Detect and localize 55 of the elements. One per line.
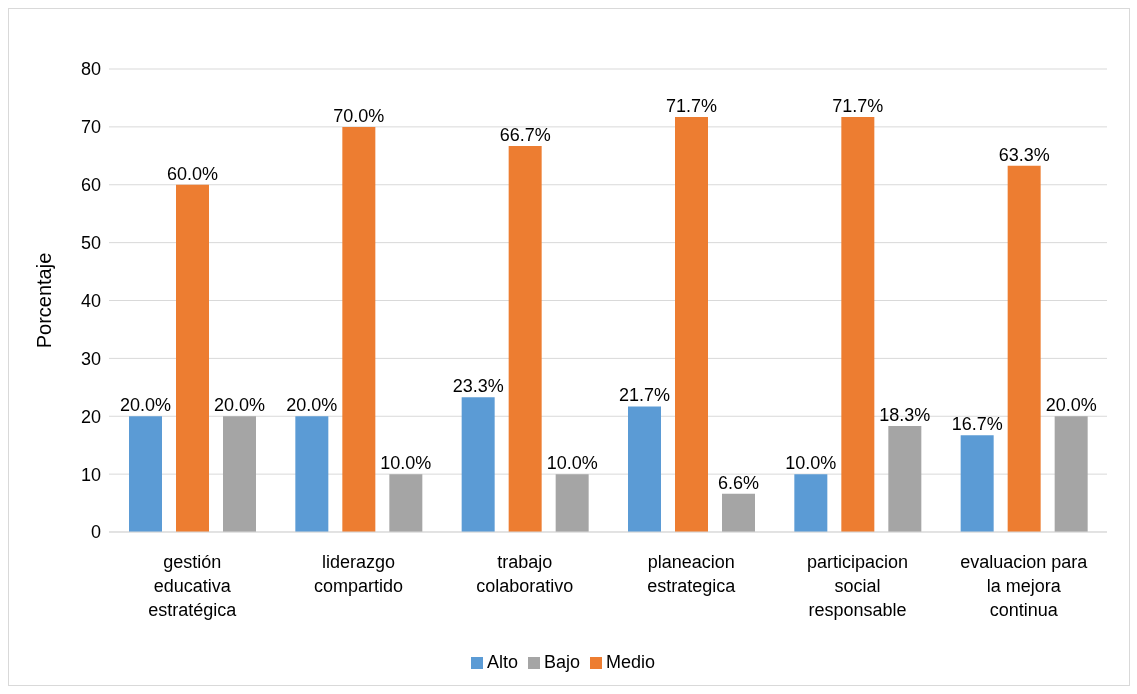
x-tick-label: gestión educativa estratégica bbox=[148, 552, 238, 620]
y-axis-title: Porcentaje bbox=[33, 252, 56, 349]
x-tick-label: planeacion estrategica bbox=[647, 552, 737, 596]
data-label: 20.0% bbox=[119, 395, 172, 416]
data-label: 16.7% bbox=[951, 414, 1003, 435]
bar bbox=[176, 184, 209, 532]
legend-label: Bajo bbox=[543, 652, 581, 672]
y-tick-label: 10 bbox=[80, 464, 101, 485]
x-tick-label: liderazgo compartido bbox=[313, 552, 404, 596]
bar bbox=[960, 435, 994, 532]
bar bbox=[675, 117, 708, 532]
x-tick-label: evaluacion para la mejora continua bbox=[960, 552, 1089, 620]
data-label: 66.7% bbox=[499, 124, 551, 145]
legend-label: Medio bbox=[606, 652, 656, 672]
bar bbox=[389, 474, 423, 532]
y-tick-label: 40 bbox=[80, 290, 101, 311]
data-label: 20.0% bbox=[286, 395, 338, 416]
y-tick-label: 70 bbox=[80, 117, 101, 138]
y-tick-label: 50 bbox=[80, 233, 101, 254]
data-label: 63.3% bbox=[998, 144, 1050, 165]
x-tick-label: trabajo colaborativo bbox=[476, 552, 574, 596]
data-label: 10.0% bbox=[785, 453, 837, 474]
data-label: 18.3% bbox=[879, 405, 931, 426]
bar bbox=[888, 426, 922, 532]
data-label: 10.0% bbox=[380, 453, 432, 474]
data-label: 71.7% bbox=[832, 96, 884, 117]
y-tick-label: 60 bbox=[80, 175, 101, 196]
bar bbox=[129, 416, 162, 532]
bar bbox=[555, 474, 589, 532]
bar bbox=[1007, 165, 1041, 532]
data-label: 20.0% bbox=[213, 395, 266, 416]
bar bbox=[1054, 416, 1088, 532]
data-label: 20.0% bbox=[1045, 395, 1097, 416]
bar bbox=[841, 117, 875, 532]
bar bbox=[508, 145, 542, 532]
bar bbox=[794, 474, 828, 532]
data-label: 21.7% bbox=[618, 385, 671, 406]
y-tick-label: 20 bbox=[80, 406, 101, 427]
data-label: 60.0% bbox=[166, 163, 219, 184]
bar bbox=[223, 416, 256, 532]
data-label: 70.0% bbox=[333, 105, 385, 126]
data-label: 71.7% bbox=[665, 96, 718, 117]
y-tick-label: 80 bbox=[80, 59, 101, 80]
data-label: 6.6% bbox=[717, 472, 760, 493]
data-label: 10.0% bbox=[546, 453, 598, 474]
bar bbox=[461, 397, 495, 532]
y-tick-label: 30 bbox=[80, 348, 101, 369]
bar bbox=[628, 406, 661, 532]
bar bbox=[722, 493, 755, 532]
y-tick-label: 0 bbox=[90, 522, 101, 543]
data-label: 23.3% bbox=[452, 376, 504, 397]
legend-label: Alto bbox=[486, 652, 518, 672]
x-tick-label: participacion social responsable bbox=[806, 552, 909, 620]
bar bbox=[295, 416, 329, 532]
bar bbox=[342, 126, 376, 532]
